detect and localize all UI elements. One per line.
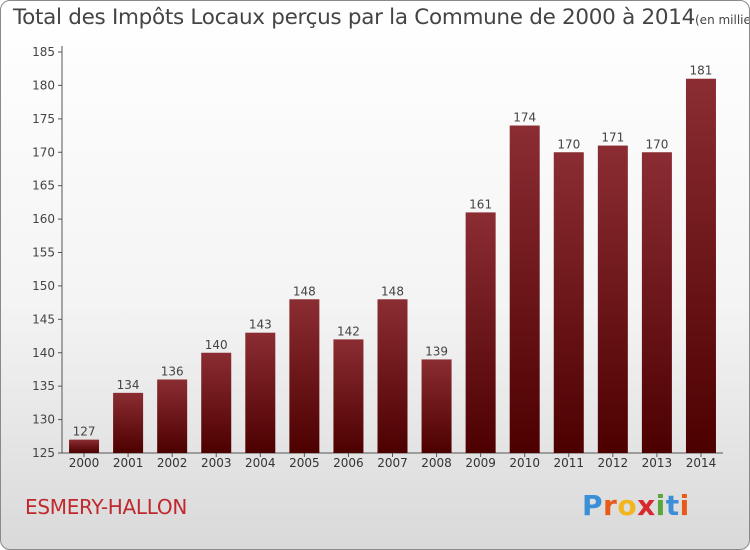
data-label: 136 — [161, 364, 184, 378]
y-tick-label: 170 — [32, 145, 55, 159]
x-tick-label: 2011 — [553, 456, 584, 470]
data-label: 174 — [513, 111, 536, 125]
x-tick-label: 2001 — [113, 456, 144, 470]
x-tick-label: 2010 — [509, 456, 540, 470]
chart-frame: Total des Impôts Locaux perçus par la Co… — [0, 0, 750, 550]
data-label: 171 — [601, 131, 624, 145]
y-tick-label: 145 — [32, 312, 55, 326]
bar — [510, 126, 540, 453]
data-label: 181 — [690, 64, 713, 78]
y-tick-label: 165 — [32, 179, 55, 193]
bar — [466, 212, 496, 453]
bar — [201, 353, 231, 453]
x-tick-label: 2012 — [598, 456, 629, 470]
y-tick-label: 140 — [32, 346, 55, 360]
data-label: 170 — [645, 137, 668, 151]
y-tick-label: 185 — [32, 45, 55, 59]
x-tick-label: 2013 — [642, 456, 673, 470]
bar — [113, 393, 143, 453]
data-label: 127 — [73, 425, 96, 439]
x-tick-label: 2004 — [245, 456, 276, 470]
x-axis: 2000 2001 2002 2003 2004 2005 2006 2007 2008 2009… — [62, 453, 723, 470]
x-tick-label: 2005 — [289, 456, 320, 470]
x-tick-label: 2014 — [686, 456, 717, 470]
bar — [686, 79, 716, 453]
y-tick-label: 125 — [32, 446, 55, 460]
y-tick-label: 160 — [32, 212, 55, 226]
x-tick-label: 2002 — [157, 456, 188, 470]
data-label: 142 — [337, 324, 360, 338]
bar — [422, 359, 452, 453]
bar — [157, 379, 187, 453]
bar — [333, 339, 363, 453]
data-label: 148 — [381, 284, 404, 298]
x-tick-label: 2008 — [421, 456, 452, 470]
y-tick-label: 135 — [32, 379, 55, 393]
logo-letter: r — [603, 489, 617, 522]
x-tick-label: 2000 — [69, 456, 100, 470]
y-tick-label: 175 — [32, 112, 55, 126]
bar — [554, 152, 584, 453]
logo-letter: P — [582, 489, 603, 522]
data-label: 134 — [117, 378, 140, 392]
data-label: 143 — [249, 318, 272, 332]
y-axis: 125 130 135 140 145 150 155 160 165 170 175 180 185 — [32, 45, 62, 460]
data-label: 139 — [425, 344, 448, 358]
bar — [245, 333, 275, 453]
bar — [289, 299, 319, 453]
x-tick-label: 2006 — [333, 456, 364, 470]
logo-letter: i — [656, 489, 666, 522]
commune-name: ESMERY-HALLON — [25, 495, 187, 519]
x-tick-label: 2007 — [377, 456, 408, 470]
proxiti-logo: Proxiti — [582, 489, 690, 522]
bar — [598, 146, 628, 453]
data-label: 161 — [469, 197, 492, 211]
y-tick-label: 130 — [32, 413, 55, 427]
data-label: 148 — [293, 284, 316, 298]
logo-letter: o — [617, 489, 637, 522]
x-tick-label: 2003 — [201, 456, 232, 470]
bar — [378, 299, 408, 453]
y-tick-label: 150 — [32, 279, 55, 293]
data-label: 170 — [557, 137, 580, 151]
logo-letter: x — [637, 489, 656, 522]
bar — [69, 440, 99, 453]
logo-letter: t — [666, 489, 680, 522]
y-tick-label: 155 — [32, 246, 55, 260]
data-label: 140 — [205, 338, 228, 352]
bar-chart: 125130135140145150155160165170175180185 … — [1, 1, 750, 550]
y-tick-label: 180 — [32, 78, 55, 92]
logo-letter: i — [680, 489, 690, 522]
bar — [642, 152, 672, 453]
x-tick-label: 2009 — [465, 456, 496, 470]
